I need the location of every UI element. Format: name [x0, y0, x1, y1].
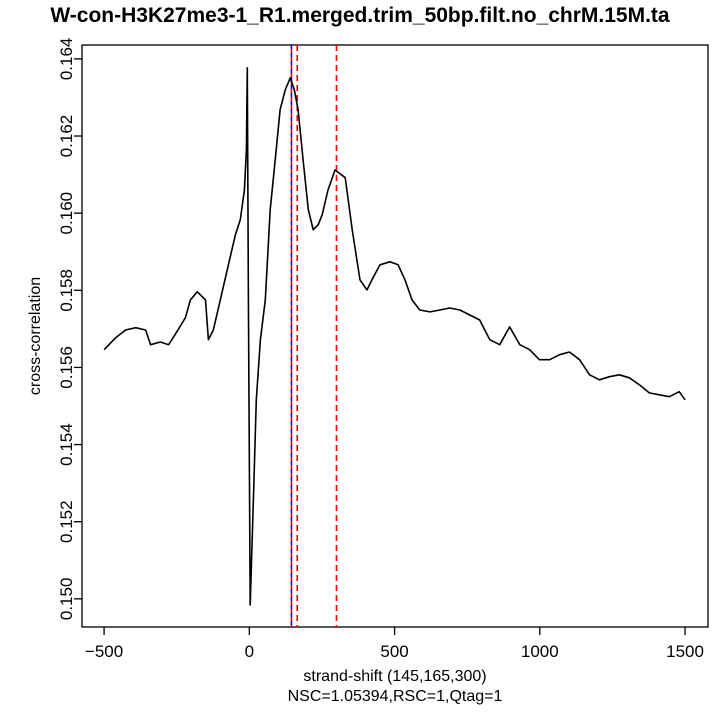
x-tick-label: 1000 — [521, 642, 559, 661]
y-tick-label: 0.162 — [57, 115, 76, 158]
x-axis-label: strand-shift (145,165,300) — [303, 668, 486, 685]
chart-subtitle: NSC=1.05394,RSC=1,Qtag=1 — [288, 688, 503, 705]
y-axis-label: cross-correlation — [27, 277, 44, 395]
series-line — [103, 67, 686, 606]
x-axis: −500 0 500 1000 1500 — [85, 626, 704, 661]
x-tick-label: 0 — [245, 642, 254, 661]
plot-frame — [81, 44, 709, 628]
strand-shift-markers — [290, 45, 338, 627]
y-tick-label: 0.160 — [57, 192, 76, 235]
x-tick-label: 500 — [380, 642, 408, 661]
y-tick-label: 0.164 — [57, 38, 76, 81]
y-tick-label: 0.150 — [57, 578, 76, 621]
y-tick-label: 0.154 — [57, 423, 76, 466]
y-tick-label: 0.156 — [57, 346, 76, 389]
x-tick-label: −500 — [85, 642, 123, 661]
chart-title: W-con-H3K27me3-1_R1.merged.trim_50bp.fil… — [50, 4, 670, 27]
y-axis: 0.150 0.152 0.154 0.156 0.158 0.160 0.162 0.164 — [57, 38, 82, 621]
x-tick-label: 1500 — [666, 642, 704, 661]
y-tick-label: 0.152 — [57, 500, 76, 543]
y-tick-label: 0.158 — [57, 269, 76, 312]
